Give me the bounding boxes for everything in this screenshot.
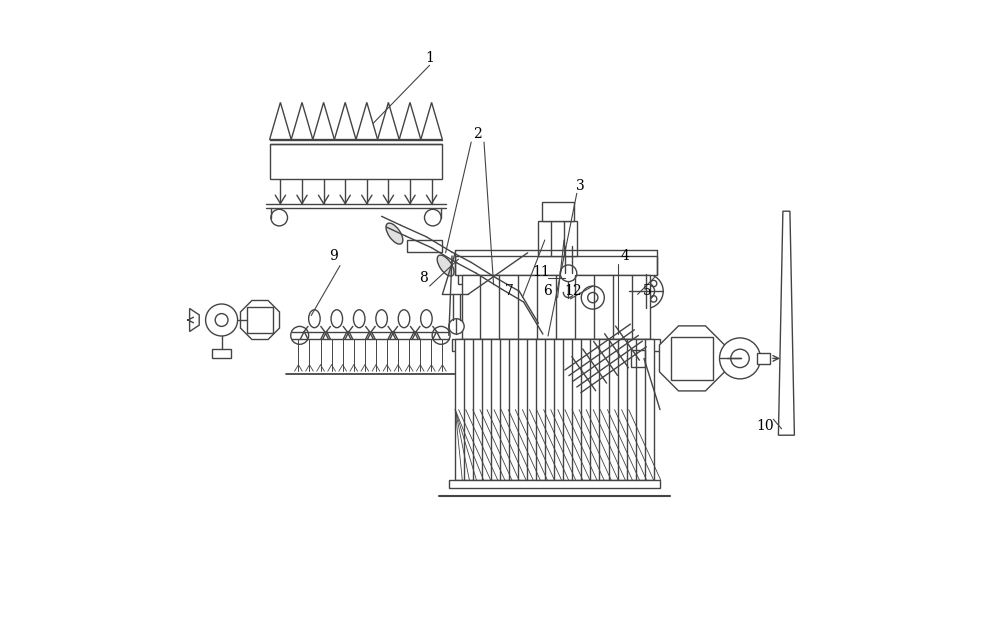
Ellipse shape: [437, 255, 454, 276]
Ellipse shape: [398, 310, 410, 328]
Text: 3: 3: [576, 179, 584, 193]
Circle shape: [720, 338, 760, 379]
Circle shape: [581, 286, 604, 309]
Circle shape: [560, 265, 577, 282]
Polygon shape: [659, 326, 725, 391]
Polygon shape: [778, 211, 794, 435]
Circle shape: [206, 304, 238, 336]
Polygon shape: [190, 308, 199, 332]
Text: 2: 2: [473, 127, 482, 141]
Bar: [270, 144, 442, 179]
Text: 12: 12: [565, 284, 582, 298]
Ellipse shape: [524, 330, 538, 348]
Circle shape: [629, 274, 663, 308]
Ellipse shape: [353, 310, 365, 328]
Bar: [449, 480, 660, 488]
Polygon shape: [291, 102, 313, 140]
Ellipse shape: [386, 223, 403, 244]
Ellipse shape: [331, 310, 343, 328]
Text: 10: 10: [757, 419, 774, 433]
Polygon shape: [356, 102, 378, 140]
Bar: [247, 307, 273, 333]
Bar: [458, 272, 494, 284]
Bar: [542, 202, 574, 221]
Polygon shape: [313, 102, 334, 140]
Ellipse shape: [309, 310, 320, 328]
Text: 1: 1: [425, 51, 434, 65]
Bar: [455, 256, 657, 275]
Polygon shape: [561, 319, 650, 398]
Bar: [462, 275, 650, 339]
Text: 9: 9: [329, 249, 338, 263]
Text: 7: 7: [505, 284, 514, 298]
Ellipse shape: [527, 316, 544, 337]
Text: 4: 4: [620, 249, 629, 263]
Polygon shape: [399, 102, 421, 140]
Ellipse shape: [376, 310, 387, 328]
Polygon shape: [378, 102, 399, 140]
Text: 6: 6: [544, 284, 552, 298]
Bar: [631, 350, 645, 367]
Circle shape: [449, 319, 464, 334]
Polygon shape: [270, 102, 291, 140]
Ellipse shape: [421, 310, 432, 328]
Polygon shape: [240, 301, 280, 339]
Ellipse shape: [485, 287, 502, 308]
Bar: [407, 240, 442, 252]
Bar: [529, 333, 570, 344]
Polygon shape: [421, 102, 442, 140]
Bar: [452, 339, 660, 351]
Polygon shape: [334, 102, 356, 140]
Text: 8: 8: [419, 271, 428, 285]
Text: 5: 5: [643, 284, 652, 298]
Bar: [455, 339, 654, 480]
Bar: [757, 353, 770, 364]
Text: 11: 11: [533, 265, 550, 279]
Bar: [671, 337, 713, 380]
Bar: [212, 349, 231, 358]
Bar: [538, 221, 577, 256]
